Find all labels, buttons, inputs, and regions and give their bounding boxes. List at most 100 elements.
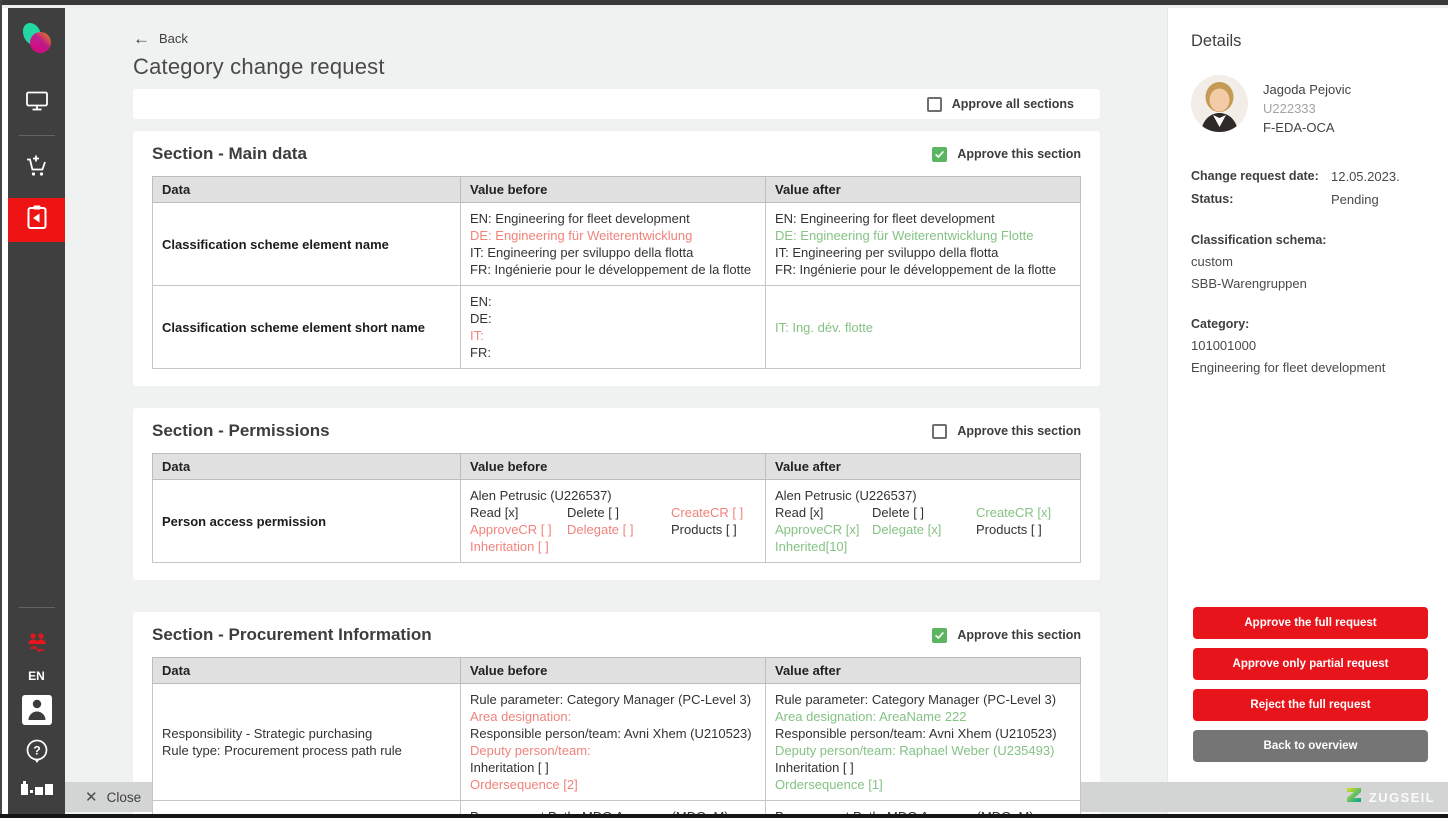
value-segment: Deputy person/team: Raphael Weber (U2354… — [775, 743, 1055, 758]
value-after-cell: Alen Petrusic (U226537) Read [x] Delete [ … — [765, 479, 1081, 563]
reject-the-full-request-button[interactable]: Reject the full request — [1193, 689, 1428, 721]
diff-table-body: Person access permission Alen Petrusic (U… — [152, 479, 1081, 563]
close-icon: ✕ — [85, 788, 98, 806]
value-segment: Area designation: AreaName 222 — [775, 709, 967, 724]
value-line: IT: — [470, 327, 756, 344]
value-segment: FR: Ingénierie pour le développement de … — [470, 262, 752, 277]
approve-all-bar: Approve all sections — [133, 89, 1100, 119]
column-header: Value before — [460, 176, 766, 203]
category-code: 101001000 — [1191, 338, 1257, 353]
zugseil-brand: ZUGSEIL — [1346, 787, 1435, 808]
field-label: Status: — [1191, 192, 1234, 206]
column-header: Value after — [765, 176, 1081, 203]
value-segment: Alen Petrusic (U226537) — [775, 488, 917, 503]
value-segment: Inheritation [ ] — [470, 539, 549, 554]
approve-all-checkbox[interactable] — [926, 96, 942, 112]
requester-name: Jagoda Pejovic — [1263, 82, 1352, 97]
value-after-cell: EN: Engineering for fleet development DE:… — [765, 202, 1081, 286]
footer-brand-pixel-logo — [20, 781, 54, 804]
close-button[interactable]: ✕ Close — [85, 790, 141, 805]
value-segment: Products [ ] — [671, 522, 737, 537]
value-segment: ApproveCR [x] — [775, 522, 860, 537]
value-segment: Ordersequence [2] — [470, 777, 578, 792]
value-line: IT: Engineering per sviluppo della flott… — [470, 244, 756, 261]
sidebar-item-change-requests[interactable] — [8, 198, 65, 242]
approve-the-full-request-button[interactable]: Approve the full request — [1193, 607, 1428, 639]
value-segment: Responsible person/team: Avni Xhem (U210… — [775, 726, 1057, 741]
window-top-highlight — [0, 5, 1448, 8]
value-line: Read [x] Delete [ ] CreateCR [x] — [775, 504, 1071, 521]
approve-section-toggle[interactable]: Approve this section — [932, 423, 1081, 439]
value-line: Alen Petrusic (U226537) — [470, 487, 756, 504]
value-line: Deputy person/team: Raphael Weber (U2354… — [775, 742, 1071, 759]
value-segment: DE: — [470, 311, 492, 326]
value-line: EN: Engineering for fleet development — [775, 210, 1071, 227]
back-arrow-icon: ← — [133, 29, 150, 48]
value-line: Deputy person/team: — [470, 742, 756, 759]
value-line: DE: Engineering für Weiterentwicklung — [470, 227, 756, 244]
value-segment: Inheritation [ ] — [470, 760, 549, 775]
value-before-cell: Alen Petrusic (U226537) Read [x] Delete [ … — [460, 479, 766, 563]
value-segment: Rule parameter: Category Manager (PC-Lev… — [775, 692, 1057, 707]
action-buttons: Approve the full request Approve only par… — [1193, 607, 1428, 762]
language-selector[interactable]: EN — [28, 669, 45, 683]
approve-section-toggle[interactable]: Approve this section — [932, 146, 1081, 162]
value-segment: DE: Engineering für Weiterentwicklung Fl… — [775, 228, 1034, 243]
people-transfer-icon — [24, 633, 50, 656]
value-line: DE: Engineering für Weiterentwicklung Fl… — [775, 227, 1071, 244]
value-segment: EN: — [470, 294, 492, 309]
value-segment: EN: Engineering for fleet development — [470, 211, 690, 226]
back-button[interactable]: ← Back — [133, 30, 203, 47]
back-to-overview-button[interactable]: Back to overview — [1193, 730, 1428, 762]
value-line: Inheritation [ ] — [470, 538, 756, 555]
sidebar-item-dashboard[interactable] — [8, 81, 65, 125]
main-content: ← Back Category change request Approve a… — [133, 8, 1100, 824]
cart-plus-icon — [23, 152, 51, 185]
table-row: Classification scheme element short name… — [152, 285, 1081, 369]
data-cell: Responsibility - Strategic purchasing Rul… — [152, 683, 461, 801]
value-segment: EN: Engineering for fleet development — [775, 211, 995, 226]
value-segment: IT: Engineering per sviluppo della flott… — [775, 245, 999, 260]
approve-section-toggle[interactable]: Approve this section — [932, 627, 1081, 643]
data-line: Classification scheme element name — [162, 236, 389, 252]
approve-only-partial-request-button[interactable]: Approve only partial request — [1193, 648, 1428, 680]
diff-table-main-data: Data Value before Value after Classificatio… — [152, 176, 1081, 369]
help-button[interactable]: ? — [24, 738, 50, 769]
approve-section-checkbox[interactable] — [932, 423, 948, 439]
pixel-logo-icon — [20, 781, 54, 803]
brand-name: ZUGSEIL — [1368, 789, 1435, 805]
value-line: Rule parameter: Category Manager (PC-Lev… — [775, 691, 1071, 708]
section-card-main-data: Section - Main data Approve this section D… — [133, 131, 1100, 386]
column-header: Value before — [460, 657, 766, 684]
value-segment: CreateCR [ ] — [671, 505, 744, 520]
value-segment: Inherited[10] — [775, 539, 848, 554]
approve-section-checkbox[interactable] — [932, 146, 948, 162]
value-segment: ApproveCR [ ] — [470, 522, 552, 537]
value-segment: Delete [ ] — [567, 505, 620, 520]
value-segment: IT: — [470, 328, 484, 343]
value-line: Inherited[10] — [775, 538, 1071, 555]
requester-info: Jagoda Pejovic U222333 F-EDA-OCA — [1263, 75, 1351, 137]
approve-section-label: Approve this section — [957, 424, 1081, 438]
header-row: Data Value before Value after — [152, 176, 1081, 203]
value-before-cell: EN: Engineering for fleet development DE:… — [460, 202, 766, 286]
diff-table-head: Data Value before Value after — [152, 453, 1081, 480]
page-title: Category change request — [133, 54, 385, 79]
user-avatar-button[interactable] — [21, 695, 52, 725]
zugseil-logo-icon — [1346, 787, 1362, 808]
value-line: ApproveCR [x] Delegate [x] Products [ ] — [775, 521, 1071, 538]
value-segment: Alen Petrusic (U226537) — [470, 488, 612, 503]
value-before-cell: Rule parameter: Category Manager (PC-Lev… — [460, 683, 766, 801]
section-header-main-data: Section - Main data Approve this section — [152, 144, 1081, 164]
value-line: Responsible person/team: Avni Xhem (U210… — [775, 725, 1071, 742]
column-header: Value after — [765, 657, 1081, 684]
value-line: FR: — [470, 344, 756, 361]
sidebar-item-user-exchange[interactable] — [24, 632, 50, 657]
sections: Section - Main data Approve this section D… — [133, 131, 1100, 824]
approve-section-checkbox[interactable] — [932, 627, 948, 643]
value-line: FR: Ingénierie pour le développement de … — [775, 261, 1071, 278]
data-line: Person access permission — [162, 513, 327, 529]
sidebar-divider-bottom — [18, 607, 55, 608]
sidebar-item-cart[interactable] — [8, 146, 65, 190]
header-row: Data Value before Value after — [152, 657, 1081, 684]
